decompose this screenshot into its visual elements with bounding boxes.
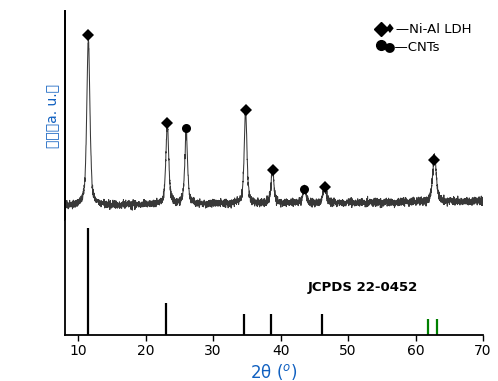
X-axis label: 2θ ($^o$): 2θ ($^o$) — [250, 362, 298, 381]
Text: JCPDS 22-0452: JCPDS 22-0452 — [308, 280, 418, 294]
Y-axis label: 强度（a. u.）: 强度（a. u.） — [47, 83, 61, 147]
Legend: ♦—Ni-Al LDH, ●—CNTs: ♦—Ni-Al LDH, ●—CNTs — [376, 18, 477, 58]
